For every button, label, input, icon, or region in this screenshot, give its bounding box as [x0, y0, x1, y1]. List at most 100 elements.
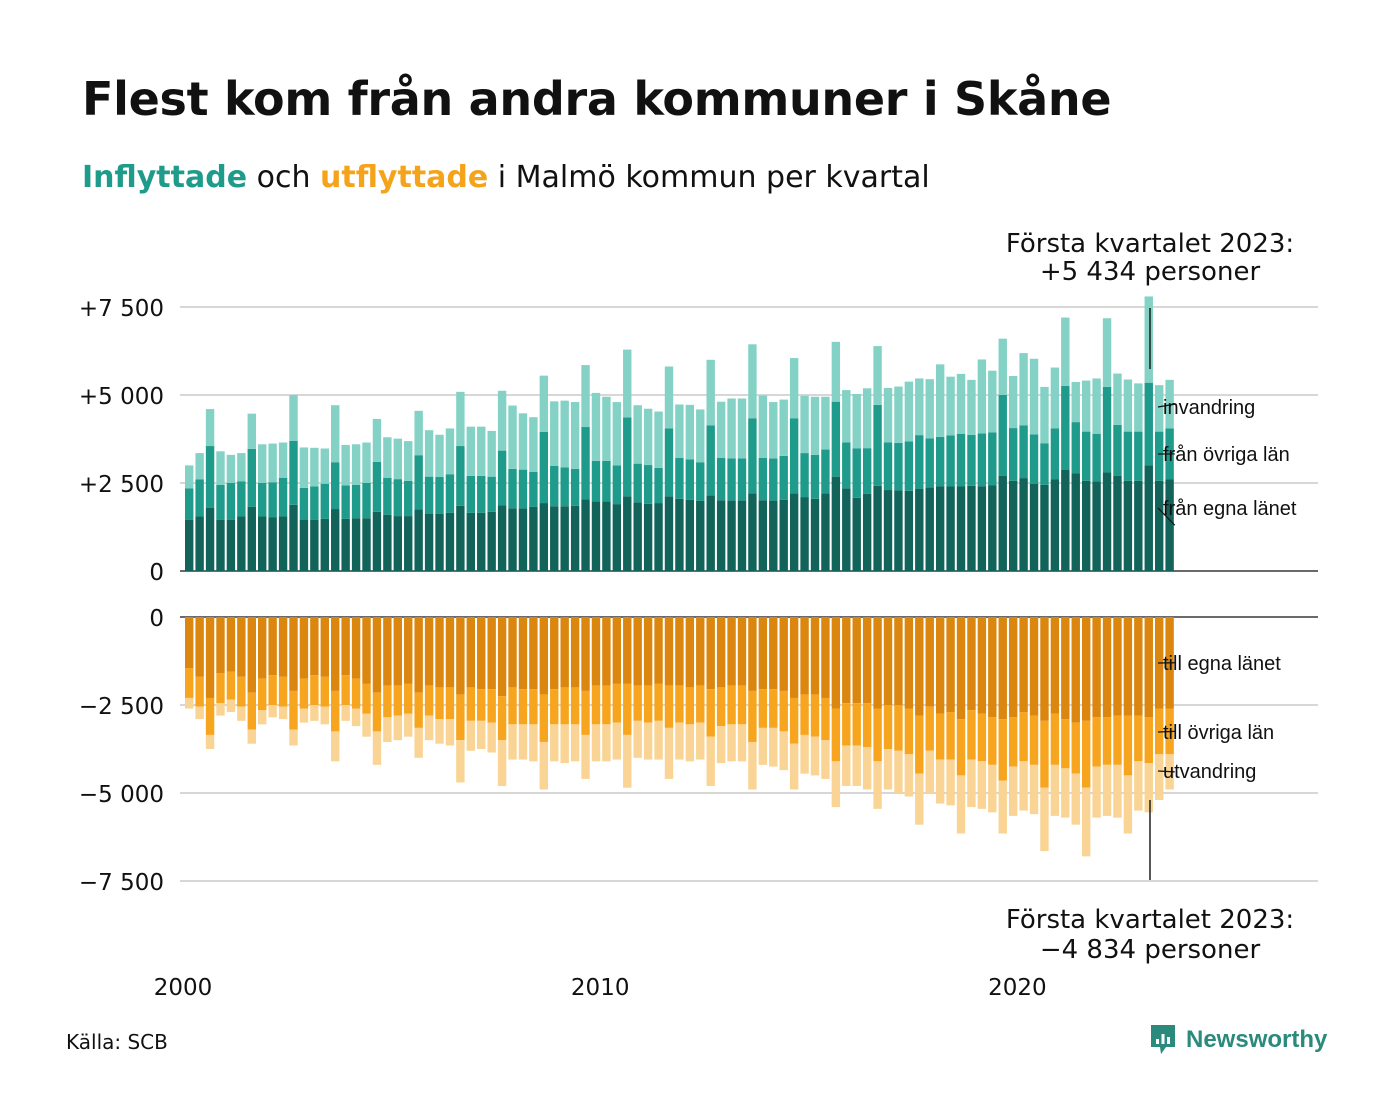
- series-label-connector: [1157, 730, 1175, 733]
- inflyttade-bar-segment: [278, 477, 288, 517]
- utflyttade-bar-segment: [664, 727, 674, 779]
- inflyttade-bar-segment: [466, 426, 476, 476]
- subtitle-rest: i Malmö kommun per kvartal: [488, 160, 930, 195]
- utflyttade-bar-segment: [445, 719, 455, 746]
- inflyttade-bar-segment: [320, 448, 329, 484]
- utflyttade-bar-segment: [842, 745, 851, 786]
- newsworthy-logo[interactable]: Newsworthy: [1148, 1022, 1327, 1058]
- utflyttade-bar-segment: [821, 697, 830, 741]
- inflyttade-bar-segment: [508, 405, 517, 469]
- utflyttade-bar-segment: [664, 685, 674, 728]
- inflyttade-bar-segment: [915, 435, 924, 489]
- utflyttade-bar-segment: [226, 699, 236, 713]
- utflyttade-bar-segment: [706, 617, 715, 690]
- utflyttade-bar-segment: [508, 724, 517, 760]
- series-label: till egna länet: [1163, 653, 1281, 675]
- inflyttade-bar-segment: [320, 483, 329, 519]
- utflyttade-bar-segment: [685, 724, 695, 762]
- utflyttade-bar-segment: [716, 726, 726, 764]
- utflyttade-bar-segment: [1071, 617, 1080, 723]
- inflyttade-bar-segment: [852, 497, 861, 571]
- utflyttade-bar-segment: [466, 720, 476, 751]
- inflyttade-bar-segment: [915, 488, 924, 571]
- inflyttade-bar-segment: [633, 502, 642, 571]
- inflyttade-bar-segment: [664, 366, 674, 429]
- inflyttade-bar-segment: [529, 417, 538, 472]
- utflyttade-bar-segment: [779, 731, 788, 771]
- utflyttade-bar-segment: [195, 676, 204, 707]
- utflyttade-bar-segment: [633, 617, 642, 686]
- utflyttade-bar-segment: [508, 687, 517, 725]
- source-note: Källa: SCB: [66, 1030, 168, 1054]
- inflyttade-bar-segment: [195, 479, 204, 517]
- utflyttade-bar-segment: [935, 617, 945, 714]
- inflyttade-bar-segment: [487, 511, 496, 571]
- inflyttade-bar-segment: [894, 442, 903, 491]
- inflyttade-bar-segment: [654, 503, 663, 571]
- inflyttade-bar-segment: [414, 410, 423, 456]
- inflyttade-bar-segment: [873, 485, 882, 571]
- inflyttade-y-tick-label: +5 000: [79, 384, 164, 410]
- inflyttade-bar-segment: [435, 434, 444, 478]
- utflyttade-bar-segment: [769, 727, 778, 767]
- inflyttade-bar-segment: [977, 486, 987, 571]
- inflyttade-bar-segment: [915, 378, 924, 436]
- utflyttade-bar-segment: [1040, 787, 1049, 852]
- utflyttade-bar-segment: [247, 617, 256, 693]
- utflyttade-bar-segment: [508, 617, 517, 688]
- inflyttade-bar-segment: [967, 434, 976, 486]
- utflyttade-bar-segment: [1071, 773, 1080, 825]
- utflyttade-bar-segment: [1008, 717, 1018, 767]
- inflyttade-bar-segment: [518, 508, 528, 571]
- inflyttade-bar-segment: [967, 485, 976, 571]
- inflyttade-bar-segment: [1113, 424, 1122, 476]
- inflyttade-bar-segment: [956, 433, 966, 487]
- utflyttade-bar-segment: [247, 729, 256, 744]
- inflyttade-bar-segment: [789, 493, 799, 571]
- inflyttade-bar-segment: [998, 395, 1007, 476]
- inflyttade-bar-segment: [560, 506, 569, 571]
- inflyttade-bar-segment: [1081, 431, 1091, 481]
- utflyttade-bar-segment: [789, 617, 799, 698]
- utflyttade-bar-segment: [1113, 617, 1122, 716]
- series-label-connector: [1157, 507, 1176, 526]
- inflyttade-bar-segment: [1008, 428, 1018, 481]
- utflyttade-bar-segment: [529, 724, 538, 762]
- utflyttade-bar-segment: [925, 617, 934, 707]
- inflyttade-bar-segment: [706, 359, 715, 426]
- utflyttade-bar-segment: [894, 705, 903, 751]
- utflyttade-bar-segment: [1019, 617, 1028, 713]
- utflyttade-bar-segment: [894, 617, 903, 705]
- inflyttade-bar-segment: [1092, 378, 1101, 434]
- inflyttade-bar-segment: [424, 476, 434, 514]
- inflyttade-bar-segment: [800, 497, 809, 571]
- utflyttade-bar-segment: [1061, 719, 1070, 769]
- inflyttade-bar-segment: [1134, 431, 1143, 481]
- utflyttade-bar-segment: [1029, 715, 1039, 765]
- utflyttade-bar-segment: [216, 617, 225, 674]
- inflyttade-bar-segment: [1154, 385, 1164, 432]
- inflyttade-bar-segment: [654, 411, 663, 468]
- inflyttade-bar-segment: [216, 451, 225, 485]
- utflyttade-bar-segment: [477, 720, 486, 749]
- inflyttade-bar-segment: [372, 461, 382, 512]
- inflyttade-bar-segment: [977, 433, 987, 487]
- utflyttade-bar-segment: [570, 617, 580, 688]
- utflyttade-bar-segment: [1144, 617, 1153, 718]
- inflyttade-bar-segment: [883, 387, 893, 443]
- utflyttade-bar-segment: [998, 719, 1007, 781]
- inflyttade-y-tick-label: 0: [149, 560, 164, 586]
- inflyttade-bar-segment: [696, 462, 705, 501]
- inflyttade-bar-segment: [570, 402, 580, 469]
- utflyttade-bar-segment: [362, 713, 371, 737]
- utflyttade-bar-segment: [185, 697, 194, 709]
- inflyttade-bar-segment: [748, 418, 757, 494]
- inflyttade-bar-segment: [550, 401, 559, 466]
- utflyttade-bar-segment: [967, 710, 976, 760]
- utflyttade-bar-segment: [602, 685, 611, 725]
- inflyttade-bar-segment: [487, 476, 496, 512]
- inflyttade-bar-segment: [800, 395, 809, 454]
- utflyttade-bar-segment: [1092, 717, 1101, 767]
- inflyttade-bar-segment: [278, 516, 288, 571]
- inflyttade-bar-segment: [1071, 422, 1080, 474]
